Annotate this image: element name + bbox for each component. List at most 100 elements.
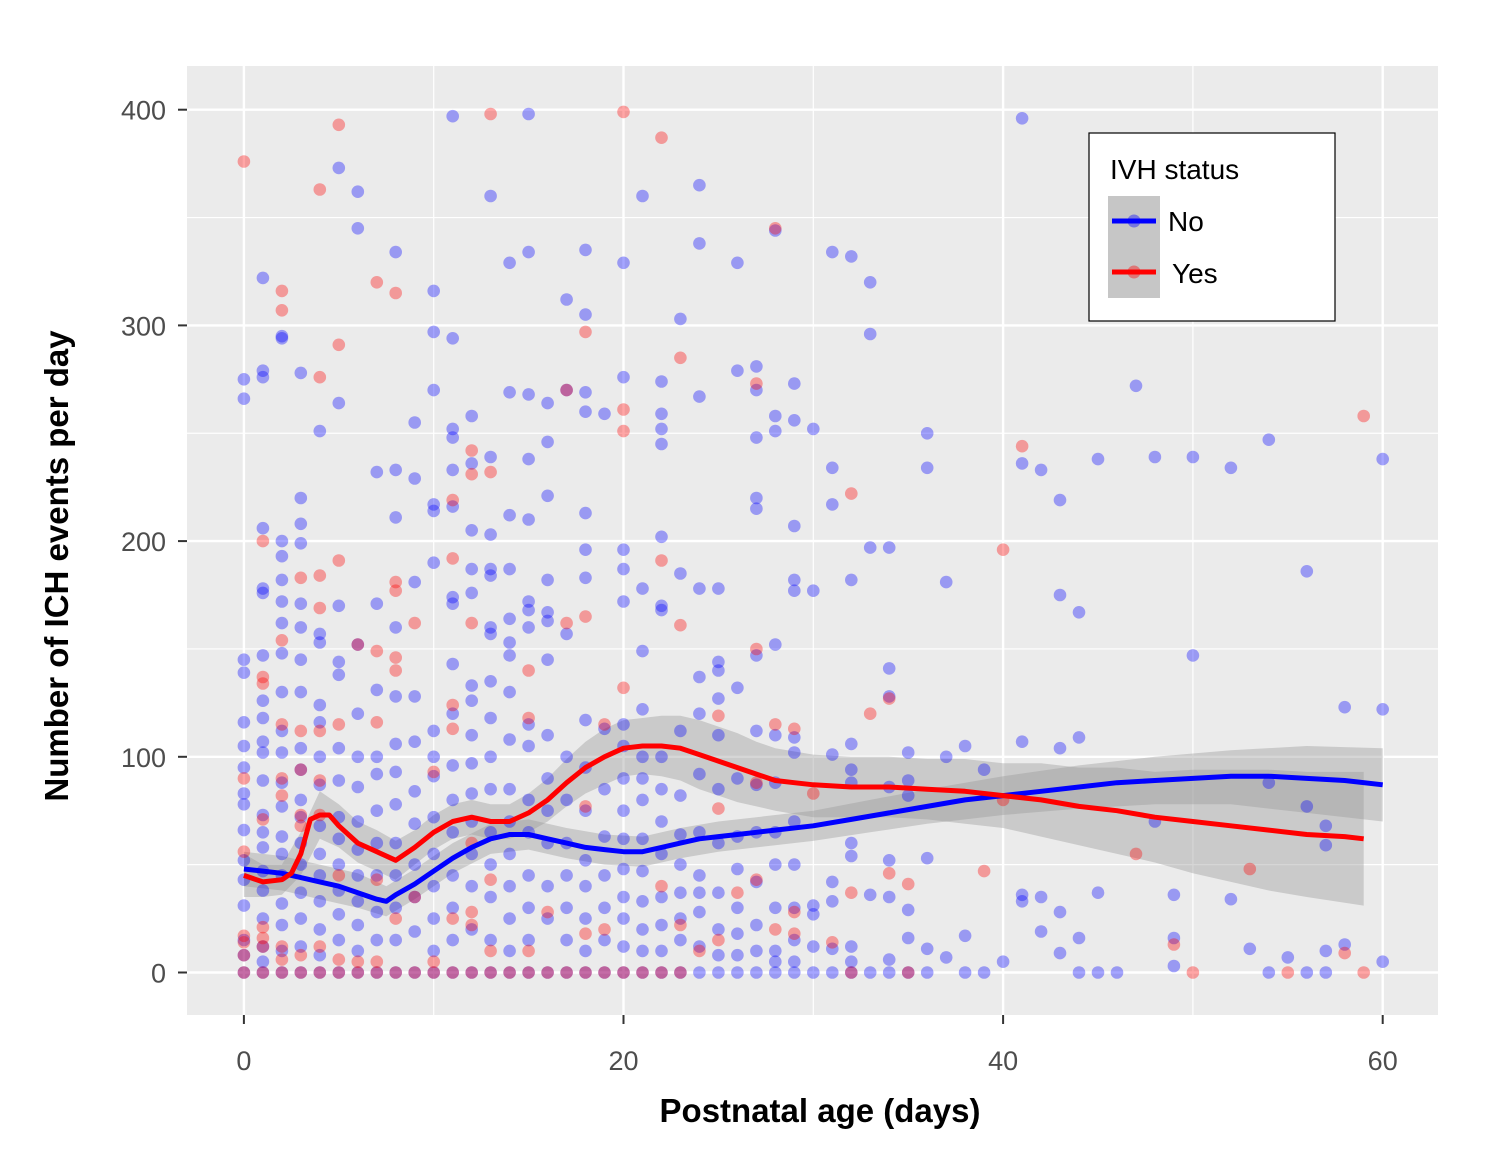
point-no bbox=[901, 903, 915, 917]
point-no bbox=[598, 933, 611, 947]
point-no bbox=[731, 862, 744, 876]
y-tick-label: 400 bbox=[121, 96, 166, 126]
point-yes bbox=[655, 966, 668, 979]
point-yes bbox=[313, 966, 327, 979]
point-yes bbox=[977, 864, 991, 878]
point-no bbox=[408, 735, 422, 748]
point-no bbox=[446, 109, 460, 123]
point-no bbox=[845, 849, 858, 863]
point-yes bbox=[807, 787, 820, 800]
point-no bbox=[579, 944, 592, 958]
point-no bbox=[826, 245, 839, 259]
point-no bbox=[1072, 966, 1086, 979]
point-no bbox=[1186, 649, 1200, 662]
point-no bbox=[750, 944, 763, 958]
point-yes bbox=[598, 966, 611, 979]
point-no bbox=[503, 256, 516, 270]
point-no bbox=[541, 772, 554, 785]
point-no bbox=[807, 422, 820, 436]
point-no bbox=[1110, 966, 1124, 979]
point-no bbox=[958, 966, 972, 979]
point-no bbox=[408, 966, 422, 979]
point-yes bbox=[901, 966, 915, 979]
point-yes bbox=[598, 923, 611, 936]
point-no bbox=[313, 966, 327, 979]
point-no bbox=[636, 895, 649, 908]
point-no bbox=[939, 951, 953, 964]
point-yes bbox=[389, 651, 403, 664]
point-no bbox=[731, 681, 744, 695]
point-no bbox=[712, 655, 725, 669]
point-no bbox=[617, 370, 630, 384]
point-yes bbox=[275, 634, 289, 647]
point-no bbox=[977, 763, 991, 776]
point-no bbox=[313, 716, 327, 729]
x-tick-label: 60 bbox=[1368, 1046, 1398, 1076]
point-yes bbox=[863, 707, 877, 720]
point-no bbox=[598, 901, 611, 915]
point-no bbox=[1034, 463, 1048, 477]
point-no bbox=[522, 452, 535, 466]
point-yes bbox=[351, 955, 365, 968]
point-no bbox=[636, 832, 649, 846]
point-no bbox=[579, 713, 592, 727]
point-no bbox=[731, 927, 744, 940]
point-no bbox=[522, 245, 535, 259]
point-no bbox=[617, 562, 630, 576]
point-no bbox=[826, 966, 839, 979]
legend: IVH status No Yes bbox=[1088, 132, 1336, 322]
point-no bbox=[560, 627, 573, 641]
point-no bbox=[446, 463, 460, 477]
point-no bbox=[541, 396, 554, 410]
point-yes bbox=[845, 487, 858, 500]
point-no bbox=[579, 308, 592, 321]
point-yes bbox=[465, 616, 479, 630]
point-no bbox=[617, 940, 630, 953]
point-no bbox=[617, 890, 630, 904]
point-no bbox=[1015, 457, 1029, 470]
point-no bbox=[256, 912, 270, 925]
point-no bbox=[351, 222, 365, 235]
point-no bbox=[977, 966, 991, 979]
y-tick-label: 200 bbox=[121, 527, 166, 557]
point-no bbox=[237, 948, 251, 962]
point-no bbox=[370, 465, 384, 479]
point-no bbox=[275, 616, 289, 630]
point-yes bbox=[617, 681, 630, 695]
point-no bbox=[541, 606, 554, 619]
point-no bbox=[351, 966, 365, 979]
point-no bbox=[674, 312, 687, 326]
point-no bbox=[256, 808, 270, 822]
point-no bbox=[332, 774, 346, 787]
point-no bbox=[845, 573, 858, 587]
point-no bbox=[750, 502, 763, 515]
point-no bbox=[370, 750, 384, 764]
point-yes bbox=[655, 554, 668, 567]
point-no bbox=[446, 332, 460, 345]
point-no bbox=[617, 966, 630, 979]
point-no bbox=[636, 864, 649, 878]
point-no bbox=[655, 847, 668, 861]
point-no bbox=[845, 955, 858, 968]
point-yes bbox=[275, 789, 289, 802]
point-yes bbox=[370, 873, 384, 886]
legend-key-no-point bbox=[1127, 214, 1141, 228]
point-no bbox=[446, 590, 460, 604]
point-no bbox=[237, 933, 251, 947]
point-yes bbox=[1281, 966, 1295, 979]
point-no bbox=[503, 685, 516, 699]
point-no bbox=[560, 750, 573, 764]
point-yes bbox=[522, 664, 535, 677]
point-no bbox=[427, 556, 441, 569]
point-no bbox=[1072, 931, 1086, 945]
point-no bbox=[693, 237, 706, 250]
point-no bbox=[1091, 452, 1105, 466]
point-no bbox=[655, 422, 668, 436]
point-yes bbox=[332, 953, 346, 966]
point-yes bbox=[465, 444, 479, 457]
point-yes bbox=[484, 873, 497, 886]
point-no bbox=[237, 823, 251, 837]
point-no bbox=[294, 763, 308, 776]
point-no bbox=[617, 256, 630, 270]
point-no bbox=[788, 584, 801, 597]
